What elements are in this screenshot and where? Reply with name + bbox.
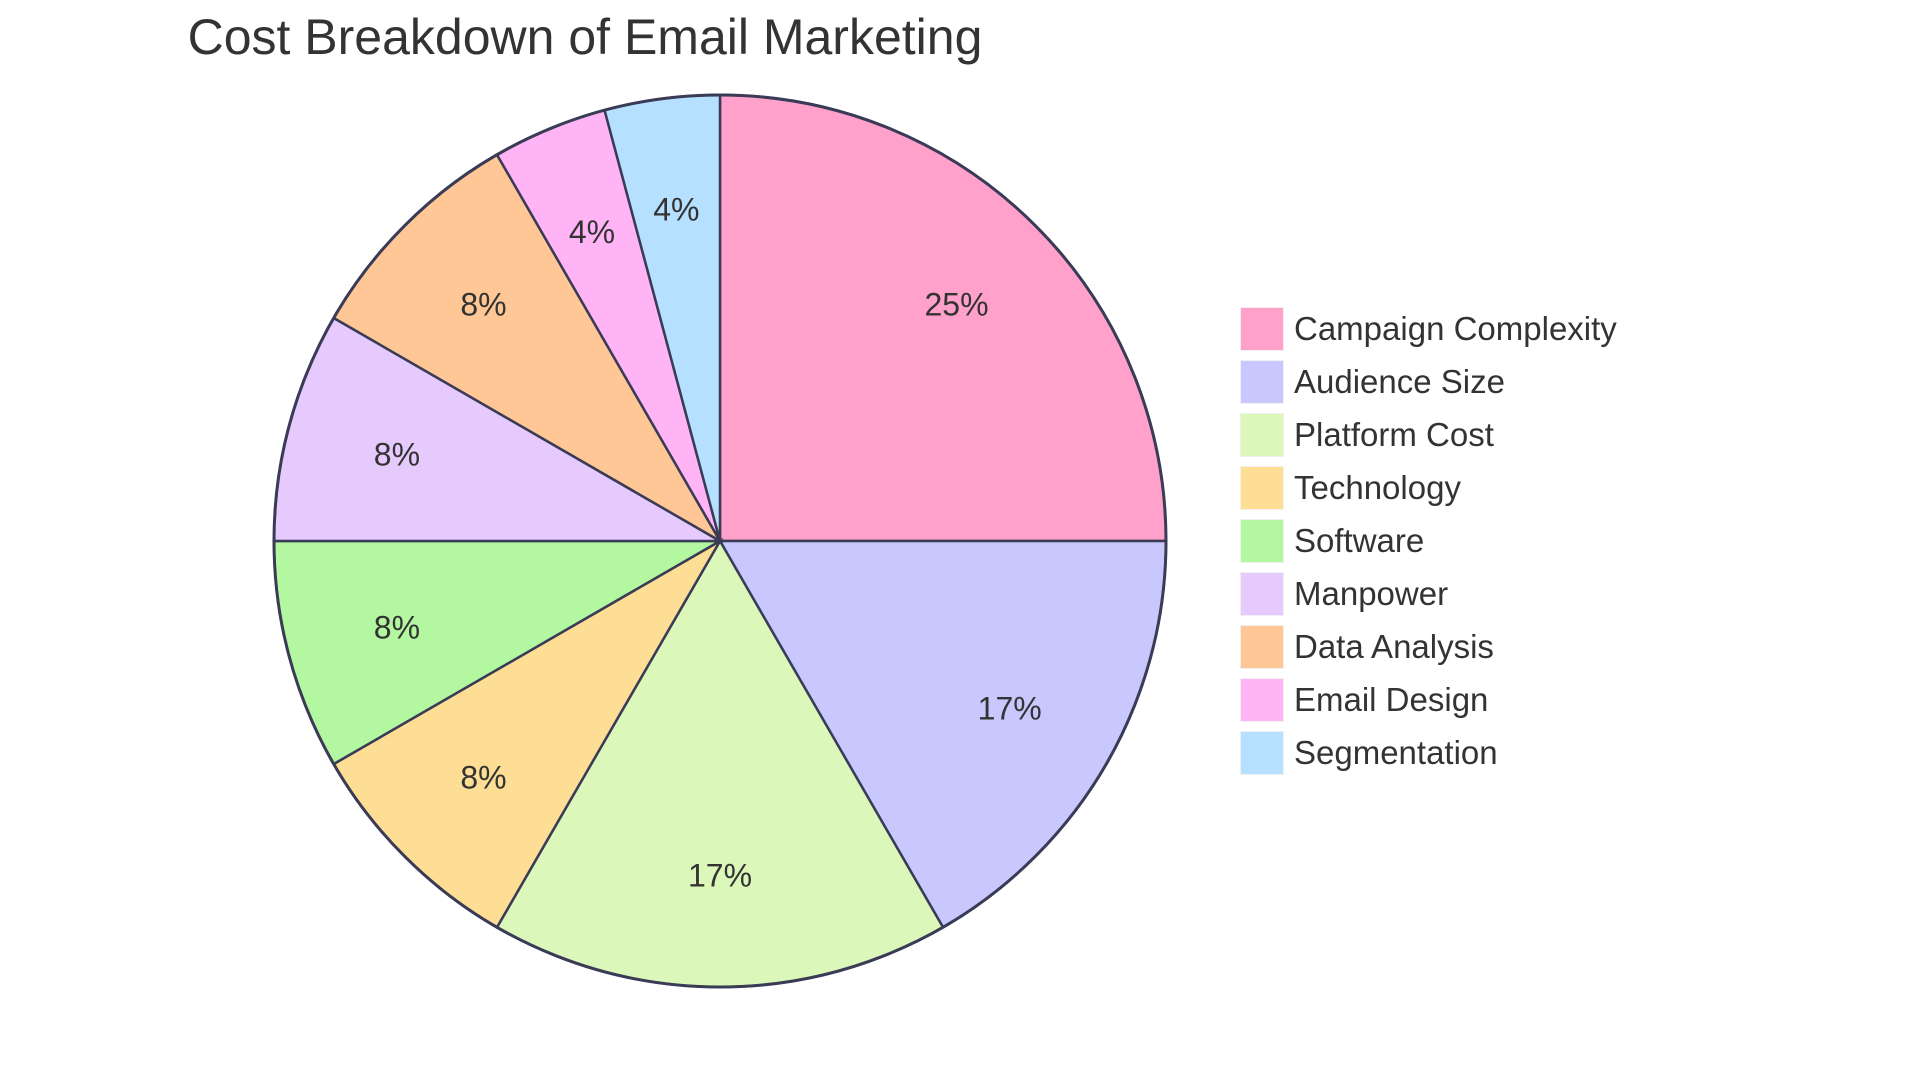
legend-item: Software (1240, 514, 1617, 567)
legend-label: Technology (1294, 468, 1461, 506)
legend-label: Segmentation (1294, 733, 1498, 771)
legend-swatch (1240, 359, 1284, 404)
legend-swatch (1240, 518, 1284, 563)
legend-item: Manpower (1240, 567, 1617, 620)
legend-swatch (1240, 677, 1284, 722)
legend-label: Data Analysis (1294, 627, 1494, 665)
chart-title: Cost Breakdown of Email Marketing (187, 9, 983, 65)
legend-item: Technology (1240, 461, 1617, 514)
pie-outline (272, 93, 1168, 989)
legend-label: Platform Cost (1294, 415, 1494, 453)
legend-label: Manpower (1294, 574, 1449, 612)
legend-label: Email Design (1294, 680, 1489, 718)
legend-item: Email Design (1240, 673, 1617, 726)
legend-item: Audience Size (1240, 355, 1617, 408)
legend-swatch (1240, 571, 1284, 616)
slice-label: 4% (653, 191, 699, 227)
slice-label: 8% (374, 436, 420, 472)
slice-label: 8% (460, 760, 506, 796)
legend-swatch (1240, 412, 1284, 457)
slice-label: 8% (460, 286, 506, 322)
legend-label: Software (1294, 521, 1425, 559)
slice-label: 25% (925, 286, 989, 322)
legend: Campaign Complexity Audience Size Platfo… (1240, 302, 1617, 779)
legend-item: Campaign Complexity (1240, 302, 1617, 355)
legend-item: Segmentation (1240, 726, 1617, 779)
legend-label: Audience Size (1294, 362, 1505, 400)
legend-label: Campaign Complexity (1294, 309, 1617, 347)
legend-item: Platform Cost (1240, 408, 1617, 461)
slice-label: 4% (569, 214, 615, 250)
legend-swatch (1240, 624, 1284, 669)
slice-label: 8% (374, 610, 420, 646)
legend-swatch (1240, 306, 1284, 351)
slice-label: 17% (978, 690, 1042, 726)
legend-swatch (1240, 465, 1284, 510)
legend-item: Data Analysis (1240, 620, 1617, 673)
slice-label: 17% (688, 858, 752, 894)
legend-swatch (1240, 730, 1284, 775)
